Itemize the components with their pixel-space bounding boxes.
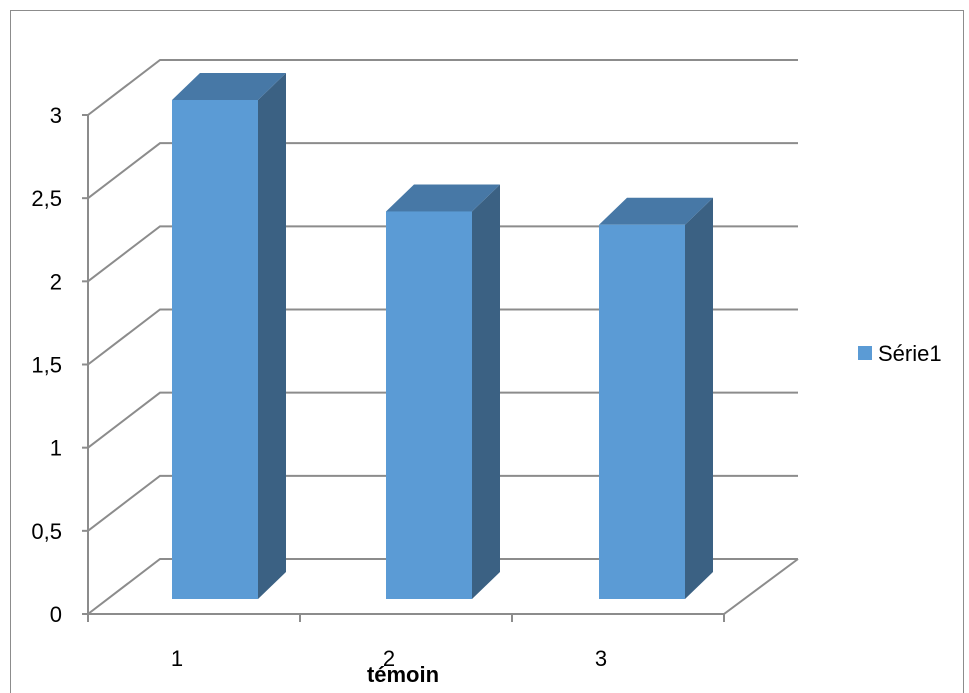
gridline bbox=[87, 59, 798, 116]
gridline bbox=[87, 142, 798, 199]
bar-top bbox=[599, 197, 713, 225]
bar-2 bbox=[386, 184, 500, 599]
x-tick-label: 3 bbox=[595, 646, 607, 671]
x-tick-label: 1 bbox=[171, 646, 183, 671]
legend: Série1 bbox=[858, 341, 942, 366]
bar-1 bbox=[172, 73, 286, 599]
gridlines bbox=[87, 59, 798, 615]
gridline bbox=[87, 308, 798, 366]
y-tick-label: 2,5 bbox=[31, 186, 62, 211]
bars bbox=[172, 73, 713, 599]
bar-side bbox=[472, 184, 500, 599]
bar-top bbox=[386, 184, 500, 212]
bar-front bbox=[386, 211, 472, 599]
x-tick-label: 2 bbox=[383, 646, 395, 671]
y-tick-label: 0,5 bbox=[31, 519, 62, 544]
x-axis-ticks: 1 2 3 bbox=[171, 646, 607, 671]
bar-3 bbox=[599, 197, 713, 599]
y-tick-label: 0 bbox=[50, 602, 62, 627]
x-axis bbox=[87, 614, 725, 622]
gridline bbox=[87, 558, 798, 615]
bar-top bbox=[172, 73, 286, 100]
gridline bbox=[87, 225, 798, 283]
y-tick-label: 1,5 bbox=[31, 353, 62, 378]
y-axis-ticks: 0 0,5 1 1,5 2 2,5 3 bbox=[31, 103, 88, 627]
bar-side bbox=[258, 73, 286, 599]
bar-side bbox=[685, 197, 713, 599]
y-tick-label: 3 bbox=[50, 103, 62, 128]
legend-swatch bbox=[858, 346, 872, 360]
y-tick-label: 1 bbox=[50, 436, 62, 461]
bar-front bbox=[599, 224, 685, 599]
bar-front bbox=[172, 100, 258, 599]
x-axis-title: témoin bbox=[367, 662, 439, 687]
legend-label-serie1: Série1 bbox=[878, 341, 942, 366]
y-tick-label: 2 bbox=[50, 269, 62, 294]
gridline bbox=[87, 391, 798, 449]
gridline bbox=[87, 474, 798, 532]
